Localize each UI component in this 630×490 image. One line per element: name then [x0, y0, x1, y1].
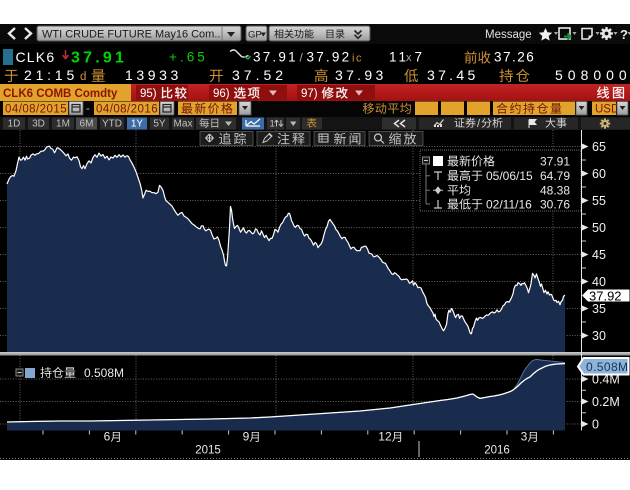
- svg-text:3: 3: [521, 430, 528, 444]
- svg-text:45: 45: [592, 248, 606, 262]
- svg-text:/: /: [477, 118, 481, 130]
- svg-text:+: +: [169, 50, 179, 65]
- svg-text:ic: ic: [352, 53, 363, 65]
- svg-text:-: -: [86, 103, 90, 115]
- svg-text:0.508M: 0.508M: [586, 360, 628, 374]
- svg-text:0.508M: 0.508M: [84, 366, 124, 380]
- svg-text:2015: 2015: [195, 445, 221, 457]
- svg-text:CLK6 COMB Comdty: CLK6 COMB Comdty: [3, 88, 118, 100]
- svg-text:05/06/15: 05/06/15: [486, 169, 533, 183]
- svg-text:0.2M: 0.2M: [592, 395, 620, 409]
- svg-text:6: 6: [104, 430, 111, 444]
- svg-text:0.4M: 0.4M: [592, 373, 620, 387]
- svg-text:12: 12: [378, 430, 392, 444]
- svg-text:1M: 1M: [56, 119, 70, 130]
- svg-text:6M: 6M: [80, 119, 94, 130]
- svg-text:30: 30: [592, 329, 606, 343]
- svg-text:11: 11: [389, 50, 409, 65]
- svg-text:02/11/16: 02/11/16: [486, 198, 532, 212]
- svg-text:37.26: 37.26: [494, 50, 535, 65]
- svg-text:04/08/2015: 04/08/2015: [5, 104, 67, 116]
- svg-text:37.92: 37.92: [589, 288, 622, 303]
- svg-text:1: 1: [270, 119, 275, 130]
- svg-text:YTD: YTD: [102, 119, 122, 130]
- svg-text:37.92: 37.92: [307, 50, 352, 65]
- svg-text:95): 95): [140, 88, 157, 100]
- svg-text:7: 7: [415, 50, 423, 65]
- svg-text:48.38: 48.38: [540, 184, 570, 198]
- svg-text:GP: GP: [248, 30, 262, 41]
- svg-text:37.91: 37.91: [540, 155, 570, 169]
- svg-text:97): 97): [301, 88, 318, 100]
- svg-text:37.52: 37.52: [232, 67, 287, 83]
- svg-text:d: d: [80, 71, 86, 83]
- svg-text:55: 55: [592, 194, 606, 208]
- svg-text:37.93: 37.93: [335, 67, 387, 83]
- svg-text:21:15: 21:15: [24, 67, 78, 83]
- svg-text:/: /: [300, 51, 304, 65]
- svg-text:3D: 3D: [32, 119, 45, 130]
- svg-text:2016: 2016: [484, 445, 510, 457]
- svg-text:64.79: 64.79: [540, 169, 570, 183]
- svg-text:35: 35: [592, 302, 606, 316]
- svg-text:40: 40: [592, 275, 606, 289]
- svg-text:x: x: [406, 52, 412, 64]
- svg-text:04/08/2016: 04/08/2016: [96, 104, 158, 116]
- svg-text:0: 0: [592, 418, 599, 432]
- svg-text:WTI CRUDE FUTURE May16 Com...: WTI CRUDE FUTURE May16 Com...: [42, 29, 224, 41]
- svg-text:1Y: 1Y: [131, 119, 144, 130]
- svg-text:508000: 508000: [555, 67, 630, 83]
- svg-text:30.76: 30.76: [540, 198, 570, 212]
- svg-text:?: ?: [620, 27, 628, 42]
- svg-text:65: 65: [592, 140, 606, 154]
- svg-text:5Y: 5Y: [153, 119, 166, 130]
- svg-text:37.91: 37.91: [253, 50, 298, 65]
- svg-text:13933: 13933: [125, 67, 182, 83]
- svg-text:60: 60: [592, 167, 606, 181]
- svg-text:1D: 1D: [8, 119, 21, 130]
- svg-text:9: 9: [243, 430, 250, 444]
- svg-text:37.45: 37.45: [427, 67, 479, 83]
- svg-text:.65: .65: [180, 50, 208, 65]
- svg-text:CLK6: CLK6: [16, 49, 56, 65]
- svg-text:50: 50: [592, 221, 606, 235]
- svg-text:Max: Max: [174, 119, 193, 130]
- svg-text:USD: USD: [595, 104, 619, 116]
- svg-text:Message: Message: [485, 29, 532, 41]
- svg-text:96): 96): [213, 88, 230, 100]
- svg-text:37.91: 37.91: [71, 50, 127, 67]
